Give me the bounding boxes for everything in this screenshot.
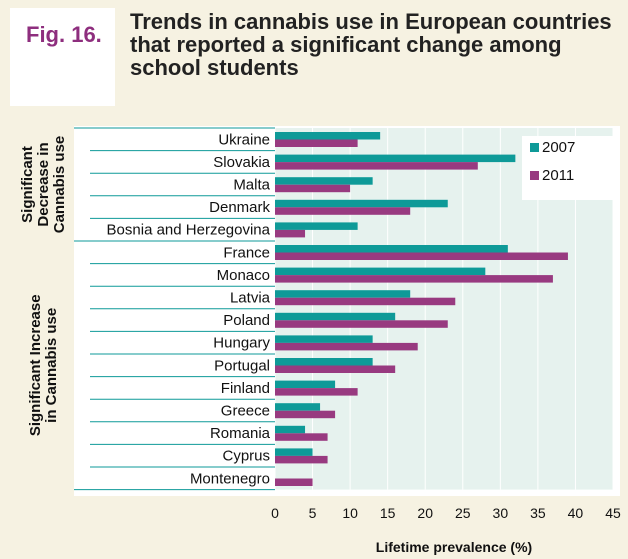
bar-monaco-2007 <box>275 267 486 276</box>
x-axis-label: Lifetime prevalence (%) <box>376 539 532 555</box>
legend-swatch-2011 <box>530 171 539 180</box>
bar-bosnia-and-herzegovina-2007 <box>275 222 358 230</box>
bar-hungary-2011 <box>275 342 418 351</box>
bar-romania-2011 <box>275 433 328 441</box>
category-label-montenegro: Montenegro <box>190 470 270 487</box>
category-label-bosnia-and-herzegovina: Bosnia and Herzegovina <box>107 222 271 239</box>
category-label-portugal: Portugal <box>214 357 270 374</box>
category-label-france: France <box>223 244 270 261</box>
category-label-slovakia: Slovakia <box>213 154 270 171</box>
bar-finland-2011 <box>275 388 358 396</box>
bar-poland-2007 <box>275 312 396 321</box>
group-label-line: Decrease in <box>35 142 52 226</box>
x-tick-label-30: 30 <box>493 505 509 521</box>
bar-finland-2007 <box>275 380 336 389</box>
x-tick-label-5: 5 <box>309 505 317 521</box>
bar-latvia-2007 <box>275 290 411 298</box>
bar-ukraine-2007 <box>275 132 381 140</box>
bar-malta-2007 <box>275 177 373 185</box>
group-label-line: in Cannabis use <box>43 308 60 423</box>
category-label-finland: Finland <box>221 380 270 397</box>
bar-latvia-2011 <box>275 297 456 306</box>
x-tick-label-15: 15 <box>380 505 396 521</box>
category-label-denmark: Denmark <box>209 199 270 216</box>
bar-poland-2011 <box>275 320 448 328</box>
bar-portugal-2011 <box>275 365 396 373</box>
group-label-line: Significant <box>19 146 36 223</box>
group-labels: SignificantDecrease inCannabis useSignif… <box>19 136 68 436</box>
x-tick-label-10: 10 <box>342 505 358 521</box>
x-tick-label-0: 0 <box>271 505 279 521</box>
bar-cyprus-2011 <box>275 455 328 464</box>
category-label-cyprus: Cyprus <box>222 448 270 465</box>
category-label-hungary: Hungary <box>213 335 270 352</box>
category-label-malta: Malta <box>233 177 270 194</box>
legend-swatch-2007 <box>530 143 539 152</box>
chart-title: Trends in cannabis use in European count… <box>130 9 612 80</box>
bars <box>275 132 568 486</box>
bar-france-2011 <box>275 252 568 260</box>
bar-romania-2007 <box>275 425 306 434</box>
x-tick-label-45: 45 <box>605 505 621 521</box>
legend-label-2007: 2007 <box>542 139 575 156</box>
x-axis-ticks: 0 5 10 15 20 25 30 35 40 45 <box>271 505 621 521</box>
bar-cyprus-2007 <box>275 448 313 456</box>
bar-slovakia-2011 <box>275 162 478 170</box>
figure-number: Fig. 16. <box>10 8 115 106</box>
category-label-poland: Poland <box>223 312 270 329</box>
group-label-increase: Significant Increasein Cannabis use <box>27 294 60 436</box>
bar-denmark-2011 <box>275 207 411 215</box>
category-separators <box>74 127 275 491</box>
x-tick-label-35: 35 <box>530 505 546 521</box>
bar-slovakia-2007 <box>275 154 516 163</box>
x-tick-label-25: 25 <box>455 505 471 521</box>
category-label-latvia: Latvia <box>230 290 271 307</box>
category-labels: Ukraine Slovakia Malta Denmark Bosnia and He… <box>107 131 271 487</box>
bar-monaco-2011 <box>275 275 553 283</box>
bar-malta-2011 <box>275 184 351 193</box>
group-label-line: Cannabis use <box>51 136 68 234</box>
bar-hungary-2007 <box>275 335 373 343</box>
legend: 2007 2011 <box>522 136 614 200</box>
bar-france-2007 <box>275 245 508 253</box>
bar-greece-2007 <box>275 403 321 411</box>
category-label-ukraine: Ukraine <box>218 131 270 148</box>
bar-greece-2011 <box>275 410 336 419</box>
category-label-monaco: Monaco <box>217 267 270 284</box>
x-tick-label-20: 20 <box>417 505 433 521</box>
bar-bosnia-and-herzegovina-2011 <box>275 229 306 238</box>
bar-montenegro-2011 <box>275 478 313 486</box>
bar-denmark-2007 <box>275 199 448 208</box>
category-label-romania: Romania <box>210 425 271 442</box>
legend-label-2011: 2011 <box>542 167 574 184</box>
bar-portugal-2007 <box>275 358 373 366</box>
bar-ukraine-2011 <box>275 139 358 147</box>
group-label-line: Significant Increase <box>27 294 44 436</box>
group-label-decrease: SignificantDecrease inCannabis use <box>19 136 68 234</box>
x-tick-label-40: 40 <box>568 505 584 521</box>
category-label-greece: Greece <box>221 403 270 420</box>
